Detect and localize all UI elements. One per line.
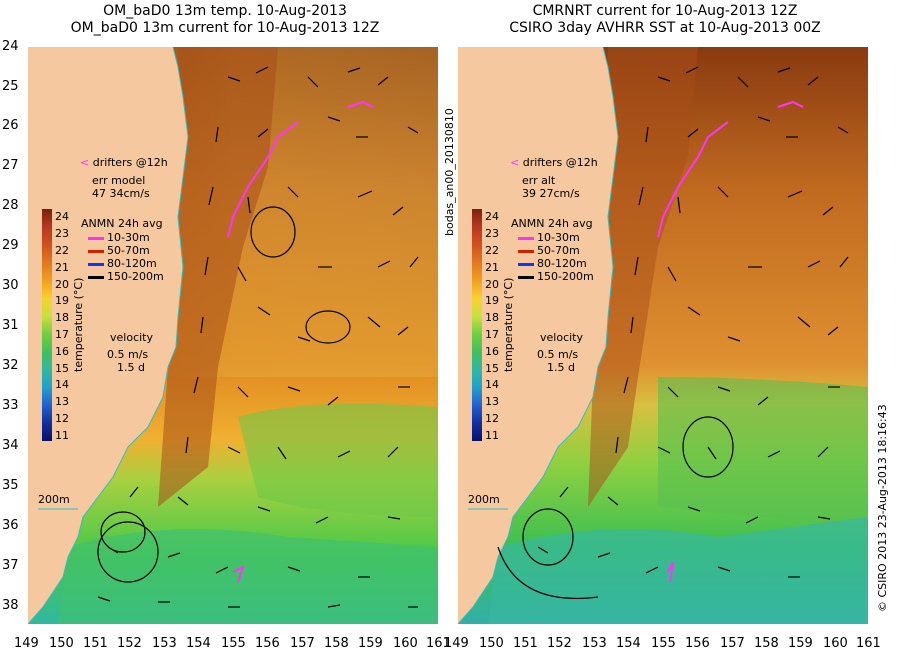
lat-label: 27	[2, 158, 19, 173]
lat-label: 30	[2, 278, 19, 293]
right-isobath-label: 200m	[468, 493, 500, 506]
copyright-label: © CSIRO 2013 23-Aug-2013 18:16:43	[876, 404, 889, 612]
left-current-vectors	[97, 66, 419, 608]
left-drifter-tracks	[227, 100, 374, 583]
left-depth-row: 150-200m	[88, 270, 164, 283]
lon-label: 153	[582, 636, 607, 651]
left-depth-row: 10-30m	[88, 231, 150, 244]
lat-label: 29	[2, 238, 19, 253]
lon-label: 156	[685, 636, 710, 651]
model-run-label: bodas_an00_20130810	[443, 108, 456, 236]
depth-arrow-icon	[518, 262, 534, 266]
lon-label: 161	[856, 636, 881, 651]
lon-label: 155	[221, 636, 246, 651]
left-title-line1: OM_baD0 13m temp. 10-Aug-2013	[103, 3, 347, 19]
lon-label: 160	[823, 636, 848, 651]
lat-label: 37	[2, 558, 19, 573]
left-velocity-speed: 0.5 m/s	[107, 348, 149, 361]
lon-label: 150	[479, 636, 504, 651]
right-err-line1: err alt	[522, 174, 556, 187]
lat-label: 33	[2, 398, 19, 413]
lon-label: 159	[788, 636, 813, 651]
left-velocity-time: 1.5 d	[117, 361, 145, 374]
right-depth-row: 80-120m	[518, 257, 587, 270]
depth-arrow-icon	[88, 236, 104, 240]
lon-label: 159	[358, 636, 383, 651]
lat-label: 35	[2, 478, 19, 493]
depth-arrow-icon	[518, 249, 534, 253]
left-anmn-label: ANMN 24h avg	[81, 217, 163, 230]
depth-arrow-icon	[518, 236, 534, 240]
lat-label: 26	[2, 118, 19, 133]
lon-label: 150	[49, 636, 74, 651]
lat-label: 36	[2, 518, 19, 533]
lon-label: 149	[14, 636, 39, 651]
lon-label: 157	[290, 636, 315, 651]
right-depth-row: 150-200m	[518, 270, 594, 283]
lon-label: 151	[83, 636, 108, 651]
depth-arrow-icon	[88, 275, 104, 279]
lon-label: 160	[393, 636, 418, 651]
right-anmn-label: ANMN 24h avg	[511, 217, 593, 230]
right-colorbar	[472, 209, 482, 441]
right-drifters-text: drifters @12h	[522, 156, 598, 169]
left-depth-row: 80-120m	[88, 257, 157, 270]
depth-arrow-icon	[518, 275, 534, 279]
left-drifters-text: drifters @12h	[92, 156, 168, 169]
left-velocity-label: velocity	[110, 331, 153, 344]
depth-arrow-icon	[88, 249, 104, 253]
left-map-panel	[28, 47, 438, 624]
left-map	[28, 47, 438, 624]
lon-label: 157	[720, 636, 745, 651]
left-title-line2: OM_baD0 13m current for 10-Aug-2013 12Z	[70, 20, 380, 36]
left-isobath-label: 200m	[38, 493, 70, 506]
right-depth-row: 50-70m	[518, 244, 580, 257]
left-depth-row: 50-70m	[88, 244, 150, 257]
right-map	[458, 47, 868, 624]
left-err-line1: err model	[92, 174, 146, 187]
lon-label: 154	[186, 636, 211, 651]
right-title-line1: CMRNRT current for 10-Aug-2013 12Z	[532, 3, 798, 19]
right-drifters-label: < drifters @12h	[510, 156, 598, 169]
right-velocity-time: 1.5 d	[547, 361, 575, 374]
lon-label: 155	[651, 636, 676, 651]
left-title: OM_baD0 13m temp. 10-Aug-2013 OM_baD0 13…	[55, 3, 395, 37]
right-velocity-label: velocity	[540, 331, 583, 344]
right-map-panel	[458, 47, 868, 624]
right-depth-row: 10-30m	[518, 231, 580, 244]
lon-label: 153	[152, 636, 177, 651]
left-err-line2: 47 34cm/s	[92, 187, 150, 200]
lon-label: 161	[426, 636, 451, 651]
lat-label: 34	[2, 438, 19, 453]
lon-label: 154	[616, 636, 641, 651]
lon-label: 149	[444, 636, 469, 651]
left-colorbar	[42, 209, 52, 441]
right-drifter-tracks	[657, 100, 804, 583]
right-colorbar-label: temperature (°C)	[502, 277, 515, 372]
right-title-line2: CSIRO 3day AVHRR SST at 10-Aug-2013 00Z	[509, 20, 821, 36]
lon-label: 152	[117, 636, 142, 651]
right-velocity-speed: 0.5 m/s	[537, 348, 579, 361]
lat-label: 24	[2, 39, 19, 54]
lat-label: 38	[2, 598, 19, 613]
depth-arrow-icon	[88, 262, 104, 266]
lon-label: 158	[754, 636, 779, 651]
lon-label: 152	[547, 636, 572, 651]
left-colorbar-label: temperature (°C)	[72, 277, 85, 372]
lat-label: 25	[2, 79, 19, 94]
lon-label: 151	[513, 636, 538, 651]
lon-label: 158	[324, 636, 349, 651]
right-title: CMRNRT current for 10-Aug-2013 12Z CSIRO…	[485, 3, 845, 37]
lon-label: 156	[255, 636, 280, 651]
right-current-vectors	[497, 66, 849, 599]
lat-label: 28	[2, 198, 19, 213]
left-drifters-label: < drifters @12h	[80, 156, 168, 169]
lat-label: 31	[2, 318, 19, 333]
right-err-line2: 39 27cm/s	[522, 187, 580, 200]
lat-label: 32	[2, 358, 19, 373]
